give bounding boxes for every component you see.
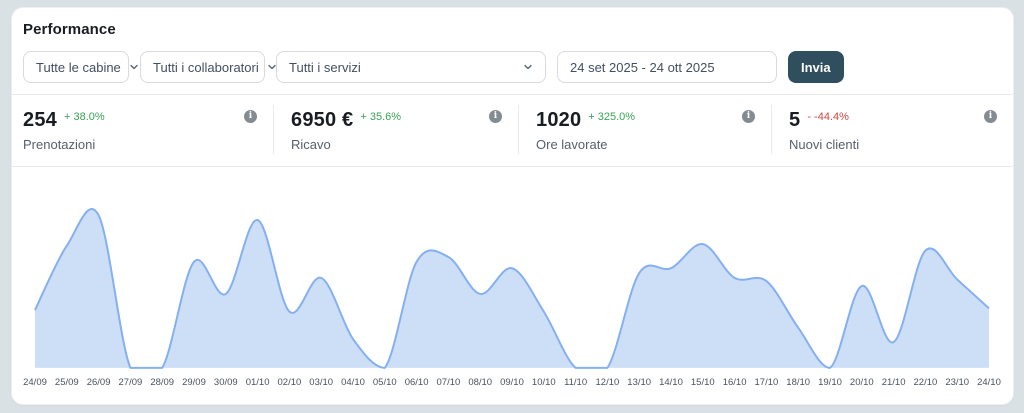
x-axis-label: 04/10 xyxy=(341,377,365,388)
x-axis-label: 02/10 xyxy=(278,377,302,388)
submit-button[interactable]: Invia xyxy=(788,51,844,83)
info-icon[interactable]: i xyxy=(742,110,755,123)
kpi-label: Ricavo xyxy=(291,137,331,152)
info-icon[interactable]: i xyxy=(244,110,257,123)
date-range-input[interactable]: 24 set 2025 - 24 ott 2025 xyxy=(557,51,777,83)
kpi-value: 254 xyxy=(23,109,57,131)
kpi-label: Nuovi clienti xyxy=(789,137,860,152)
x-axis-label: 18/10 xyxy=(786,377,810,388)
cabins-select-value: Tutte le cabine xyxy=(36,59,121,75)
x-axis-label: 28/09 xyxy=(150,377,174,388)
x-axis-label: 07/10 xyxy=(437,377,461,388)
x-axis-label: 25/09 xyxy=(55,377,79,388)
x-axis-label: 06/10 xyxy=(405,377,429,388)
collaborators-select-value: Tutti i collaboratori xyxy=(153,59,259,75)
x-axis-label: 11/10 xyxy=(564,377,587,388)
x-axis-label: 15/10 xyxy=(691,377,715,388)
kpi-hours-worked: 1020 + 325.0% Ore lavorate i xyxy=(518,95,771,166)
kpi-label: Ore lavorate xyxy=(536,137,608,152)
kpi-delta: + 38.0% xyxy=(63,111,105,123)
x-axis-label: 16/10 xyxy=(723,377,747,388)
x-axis-label: 26/09 xyxy=(87,377,111,388)
chevron-down-icon xyxy=(129,62,139,72)
cabins-select[interactable]: Tutte le cabine xyxy=(23,51,138,83)
chevron-down-icon xyxy=(267,62,277,72)
services-select-value: Tutti i servizi xyxy=(289,59,361,75)
chart-area-fill xyxy=(35,209,989,368)
kpi-bookings: 254 + 38.0% Prenotazioni i xyxy=(12,95,273,166)
info-icon[interactable]: i xyxy=(984,110,997,123)
x-axis-label: 14/10 xyxy=(659,377,683,388)
x-axis-label: 27/09 xyxy=(119,377,143,388)
x-axis-label: 30/09 xyxy=(214,377,238,388)
kpi-delta: + 325.0% xyxy=(588,111,636,123)
performance-card: Performance Tutte le cabine Tutti i coll… xyxy=(11,7,1014,405)
services-select[interactable]: Tutti i servizi xyxy=(276,51,546,83)
collaborators-select[interactable]: Tutti i collaboratori xyxy=(140,51,276,83)
kpi-label: Prenotazioni xyxy=(23,137,96,152)
x-axis-label: 13/10 xyxy=(627,377,651,388)
x-axis-label: 08/10 xyxy=(468,377,492,388)
x-axis-label: 19/10 xyxy=(818,377,842,388)
x-axis-label: 29/09 xyxy=(182,377,206,388)
chevron-down-icon xyxy=(523,62,533,72)
x-axis-label: 21/10 xyxy=(882,377,906,388)
x-axis-label: 20/10 xyxy=(850,377,874,388)
performance-chart: 24/09 25/09 26/09 27/09 28/09 29/09 30/09 01/10… xyxy=(12,167,1013,404)
kpi-value: 6950 € xyxy=(291,109,354,131)
page-title: Performance xyxy=(23,21,116,38)
x-axis-label: 12/10 xyxy=(596,377,620,388)
x-axis-label: 10/10 xyxy=(532,377,556,388)
x-axis-label: 23/10 xyxy=(945,377,969,388)
filter-bar: Tutte le cabine Tutti i collaboratori Tu… xyxy=(23,51,1002,83)
x-axis-label: 24/10 xyxy=(977,377,1001,388)
x-axis-label: 24/09 xyxy=(23,377,47,388)
area-chart-canvas: 24/09 25/09 26/09 27/09 28/09 29/09 30/09 01/10… xyxy=(23,208,1001,388)
x-axis-label: 05/10 xyxy=(373,377,397,388)
kpi-value: 5 xyxy=(789,109,801,131)
kpi-new-clients: 5 - -44.4% Nuovi clienti i xyxy=(771,95,1013,166)
x-axis-label: 22/10 xyxy=(914,377,938,388)
x-axis-label: 03/10 xyxy=(309,377,333,388)
kpi-delta: - -44.4% xyxy=(807,111,849,123)
kpi-revenue: 6950 € + 35.6% Ricavo i xyxy=(273,95,518,166)
kpi-value: 1020 xyxy=(536,109,582,131)
date-range-value: 24 set 2025 - 24 ott 2025 xyxy=(570,59,715,75)
x-axis-label: 09/10 xyxy=(500,377,524,388)
kpi-delta: + 35.6% xyxy=(360,111,402,123)
info-icon[interactable]: i xyxy=(489,110,502,123)
card-header: Performance Tutte le cabine Tutti i coll… xyxy=(12,8,1013,94)
kpi-row: 254 + 38.0% Prenotazioni i 6950 € + 35.6… xyxy=(12,94,1013,167)
chart-line xyxy=(34,208,990,369)
x-axis-label: 01/10 xyxy=(246,377,270,388)
x-axis-label: 17/10 xyxy=(755,377,779,388)
